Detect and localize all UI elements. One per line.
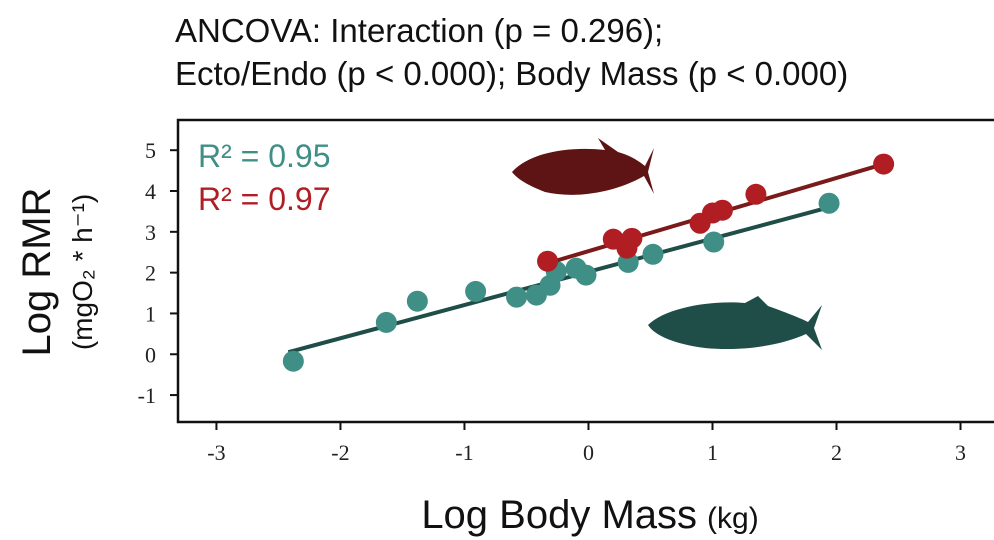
y-tick-label: 3 [145,220,156,245]
data-point [506,286,528,308]
x-tick-label: 0 [583,440,594,465]
x-tick-label: -2 [331,440,349,465]
plot-frame [176,118,994,424]
x-tick-label: 3 [955,440,966,465]
data-point [537,250,559,272]
y-tick-label: -1 [138,383,156,408]
data-point [375,311,397,333]
data-point [575,264,597,286]
data-point [642,243,664,265]
endotherm-fish [512,138,654,195]
data-point [406,290,428,312]
y-axis-label: Log RMR [15,188,59,357]
y-tick-label: 4 [145,179,156,204]
x-axis-title: Log Body Mass [421,493,697,537]
r-squared: R² = 0.97 [198,181,331,217]
data-point [711,199,733,221]
x-axis-label: Log Body Mass (kg) [421,493,758,537]
data-point [282,350,304,372]
y-tick-label: 5 [145,138,156,163]
data-point [621,227,643,249]
data-point [465,280,487,302]
y-tick-label: 1 [145,301,156,326]
x-axis-unit: (kg) [707,502,759,535]
r-squared: R² = 0.95 [198,138,331,174]
y-axis-unit: (mgO₂ * h⁻¹) [67,194,98,350]
x-tick-label: 1 [707,440,718,465]
x-tick-label: -3 [207,440,225,465]
chart-title: Ecto/Endo (p < 0.000); Body Mass (p < 0.… [175,55,848,92]
y-tick-label: 2 [145,261,156,286]
data-point [745,183,767,205]
y-tick-label: 0 [145,342,156,367]
data-point [703,231,725,253]
data-point [873,153,895,175]
x-tick-label: -1 [455,440,473,465]
data-point [818,192,840,214]
ectotherm-fish [648,296,822,350]
x-tick-label: 2 [831,440,842,465]
chart-title: ANCOVA: Interaction (p = 0.296); [175,12,663,49]
